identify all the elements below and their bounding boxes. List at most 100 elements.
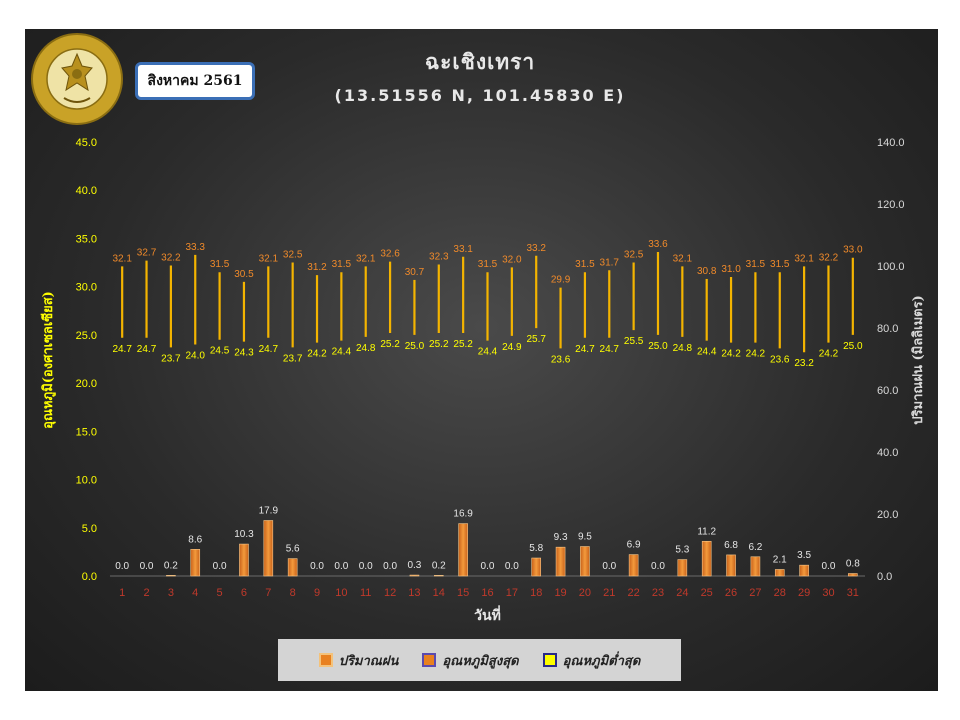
min-temp-label: 24.5 (210, 346, 230, 357)
x-tick-label: 5 (217, 587, 223, 599)
legend-label-max-temp: อุณหภูมิสูงสุด (442, 653, 519, 669)
rain-bar (239, 543, 249, 577)
min-temp-label: 24.4 (478, 347, 498, 358)
x-tick-label: 30 (822, 587, 834, 599)
max-temp-label: 33.2 (526, 243, 546, 254)
rain-bar (677, 559, 688, 577)
min-temp-label: 25.7 (526, 334, 546, 345)
max-temp-label: 33.0 (843, 245, 863, 256)
y-right-tick-label: 20.0 (877, 509, 898, 521)
meteorological-department-seal-icon (31, 33, 123, 125)
min-temp-label: 24.8 (356, 343, 376, 354)
rain-label: 0.0 (822, 561, 836, 572)
max-temp-label: 32.2 (819, 252, 839, 263)
rain-label: 0.0 (310, 561, 324, 572)
legend-item-max-temp: อุณหภูมิสูงสุด (422, 650, 519, 671)
max-temp-label: 31.5 (575, 259, 595, 270)
y-left-tick-label: 10.0 (76, 475, 97, 487)
min-temp-label: 24.2 (819, 349, 839, 360)
max-temp-label: 32.3 (429, 251, 449, 262)
rain-bar (531, 557, 542, 577)
y-left-tick-label: 45.0 (76, 137, 97, 149)
rain-label: 8.6 (188, 534, 202, 545)
rain-label: 6.2 (748, 542, 762, 553)
min-temp-label: 24.7 (575, 344, 595, 355)
chart-subtitle: (13.51556 N, 101.45830 E) (334, 86, 626, 105)
x-tick-label: 13 (408, 587, 420, 599)
max-temp-label: 31.5 (332, 259, 352, 270)
chart-panel (25, 29, 938, 691)
rain-bar (774, 569, 785, 577)
min-temp-label: 23.7 (161, 353, 181, 364)
max-temp-label: 31.0 (721, 264, 741, 275)
min-temp-label: 24.4 (697, 347, 717, 358)
max-temp-label: 31.5 (746, 259, 766, 270)
rain-label: 0.0 (481, 561, 495, 572)
max-temp-label: 32.7 (137, 248, 157, 259)
rain-bar (628, 554, 639, 577)
x-tick-label: 1 (119, 587, 125, 599)
x-tick-label: 25 (701, 587, 713, 599)
min-temp-label: 24.7 (600, 344, 620, 355)
x-tick-label: 23 (652, 587, 664, 599)
y-left-tick-label: 30.0 (76, 282, 97, 294)
rain-bar (458, 523, 468, 577)
x-tick-label: 7 (265, 587, 271, 599)
rain-label: 16.9 (453, 509, 473, 520)
x-tick-label: 8 (290, 587, 296, 599)
x-tick-label: 4 (192, 587, 198, 599)
max-temp-label: 32.2 (161, 252, 181, 263)
x-tick-label: 11 (360, 587, 371, 599)
x-axis-title: วันที่ (474, 605, 501, 624)
rain-label: 0.0 (602, 561, 616, 572)
y-left-tick-label: 35.0 (76, 233, 97, 245)
min-temp-label: 24.3 (234, 348, 254, 359)
rain-bar (287, 558, 298, 577)
rain-label: 11.2 (697, 526, 716, 537)
max-temp-label: 30.8 (697, 266, 717, 277)
max-temp-label: 33.1 (453, 244, 473, 255)
rain-bar (409, 574, 420, 577)
y-right-tick-label: 0.0 (877, 571, 892, 583)
max-temp-label: 31.5 (770, 259, 790, 270)
min-temp-label: 25.2 (453, 339, 473, 350)
rain-label: 0.0 (140, 561, 154, 572)
y-left-tick-label: 15.0 (76, 426, 97, 438)
rain-label: 5.3 (675, 545, 689, 556)
y-left-tick-label: 25.0 (76, 330, 97, 342)
max-temp-label: 32.5 (624, 250, 644, 261)
y-right-tick-label: 60.0 (877, 385, 898, 397)
rain-label: 0.0 (334, 561, 348, 572)
rain-bar (580, 546, 590, 577)
rain-label: 0.0 (213, 561, 227, 572)
legend-label-min-temp: อุณหภูมิต่ำสุด (562, 653, 641, 669)
min-temp-label: 24.7 (112, 344, 132, 355)
rain-label: 3.5 (797, 550, 811, 561)
min-temp-label: 23.7 (283, 353, 303, 364)
rain-label: 0.0 (115, 561, 129, 572)
rain-bar (433, 575, 444, 577)
min-temp-label: 24.9 (502, 342, 522, 353)
rain-label: 9.5 (578, 532, 592, 543)
rain-bar (726, 554, 736, 577)
max-temp-label: 32.1 (259, 253, 279, 264)
y-left-axis-title: อุณหภูมิ(องศาเซลเซียส) (40, 291, 56, 429)
y-left-tick-label: 5.0 (82, 523, 97, 535)
y-right-tick-label: 100.0 (877, 261, 905, 273)
legend-item-rain: ปริมาณฝน (318, 650, 399, 671)
min-temp-label: 24.2 (746, 349, 766, 360)
x-tick-label: 14 (433, 587, 445, 599)
rain-bar (190, 549, 201, 577)
rain-bar (701, 540, 712, 577)
rain-label: 9.3 (554, 532, 568, 543)
x-tick-label: 19 (554, 587, 566, 599)
max-temp-label: 30.7 (405, 267, 425, 278)
y-left-tick-label: 40.0 (76, 185, 97, 197)
x-tick-label: 26 (725, 587, 737, 599)
max-temp-label: 32.1 (356, 253, 376, 264)
max-temp-label: 32.0 (502, 254, 522, 265)
x-tick-label: 3 (168, 587, 174, 599)
x-tick-label: 12 (384, 587, 396, 599)
legend-label-rain: ปริมาณฝน (338, 653, 399, 669)
